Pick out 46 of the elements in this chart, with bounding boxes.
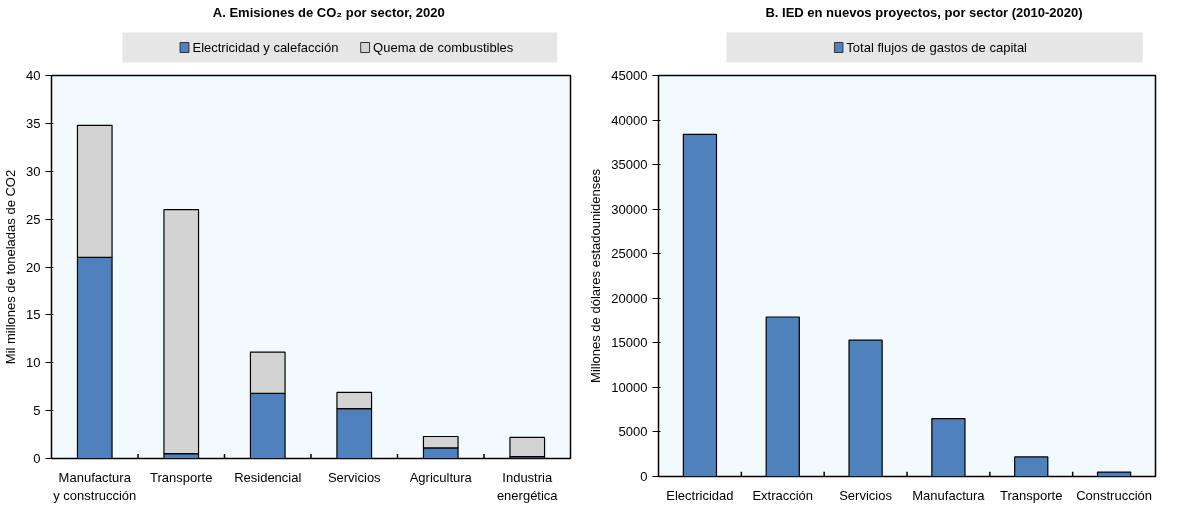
x-tick-label: Industria energética	[496, 469, 559, 503]
y-tick-label: 15000	[611, 335, 648, 351]
bar	[509, 436, 546, 458]
bar	[848, 339, 883, 477]
x-tick-label: Transporte	[1000, 487, 1063, 503]
y-tick-label: 35000	[611, 157, 648, 173]
x-tick-label: Residencial	[234, 469, 302, 485]
y-axis-title: Millones de dólares estadounidenses	[588, 168, 604, 383]
y-tick-label: 45000	[611, 68, 648, 83]
legend-label: Quema de combustibles	[373, 40, 514, 55]
y-tick-label: 20	[26, 259, 41, 275]
y-tick-label: 25000	[611, 246, 648, 262]
legend-label: Total flujos de gastos de capital	[846, 40, 1028, 55]
x-tick-label: Manufactura	[912, 487, 986, 503]
y-tick-label: 25	[26, 211, 41, 227]
bar	[765, 316, 800, 477]
y-tick-label: 10	[26, 355, 41, 371]
bar	[682, 133, 718, 477]
y-tick-label: 15	[26, 307, 41, 323]
x-tick-label: Extracción	[752, 487, 814, 503]
y-tick-label: 20000	[611, 290, 648, 306]
x-tick-label: Transporte	[150, 469, 213, 485]
bar	[1014, 456, 1049, 477]
y-tick-label: 5000	[618, 424, 648, 440]
x-tick-label: Agricultura	[409, 469, 473, 485]
x-tick-label: Servicios	[839, 487, 893, 503]
y-tick-label: 35	[26, 115, 41, 131]
legend-label: Electricidad y calefacción	[192, 40, 339, 55]
y-tick-label: 0	[640, 469, 648, 484]
y-tick-label: 10000	[611, 379, 648, 395]
y-tick-label: 30	[26, 163, 41, 179]
chart-title: B. IED en nuevos proyectos, por sector (2010-2020)	[765, 5, 1083, 20]
bar	[1096, 471, 1132, 477]
x-tick-label: Servicios	[327, 469, 382, 485]
bar	[163, 208, 200, 455]
y-tick-label: 0	[33, 451, 41, 466]
y-tick-label: 40	[26, 68, 41, 83]
x-tick-label: Construcción	[1076, 487, 1153, 503]
y-tick-label: 40000	[611, 112, 648, 128]
chart-title: A. Emisiones de CO₂ por sector, 2020	[212, 5, 445, 20]
y-axis-title: Mil millones de toneladas de CO2	[3, 169, 19, 365]
y-tick-label: 30000	[611, 201, 648, 217]
x-tick-label: Electricidad	[666, 487, 734, 503]
x-tick-label: Manufactura y construcción	[53, 469, 137, 503]
y-tick-label: 5	[33, 403, 41, 419]
bar	[931, 417, 966, 477]
